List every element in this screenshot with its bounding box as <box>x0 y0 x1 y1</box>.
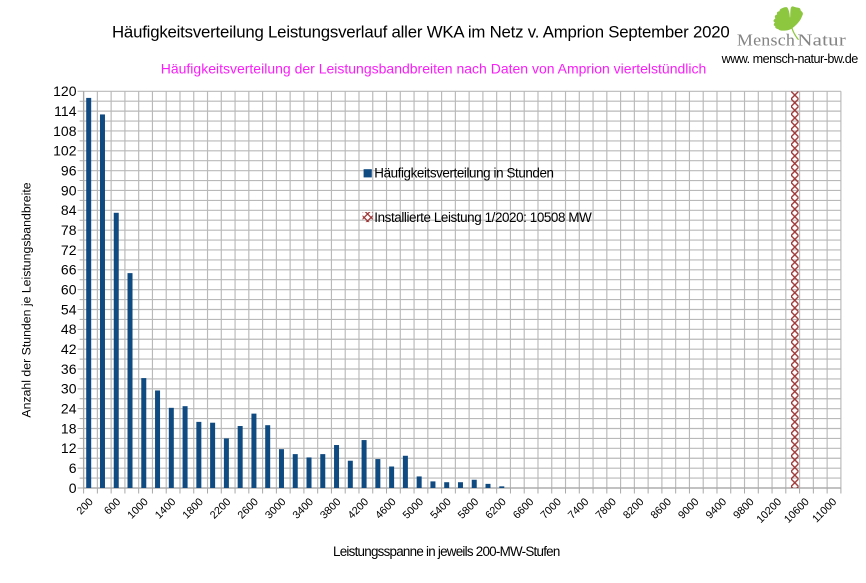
svg-text:54: 54 <box>61 301 77 317</box>
svg-text:72: 72 <box>61 242 77 258</box>
svg-text:Natur: Natur <box>797 32 846 50</box>
svg-text:66: 66 <box>61 262 77 278</box>
svg-text:Häufigkeitsverteilung in Stund: Häufigkeitsverteilung in Stunden <box>374 165 553 180</box>
svg-text:6: 6 <box>69 460 77 476</box>
svg-text:30: 30 <box>61 381 77 397</box>
svg-text:114: 114 <box>54 103 77 119</box>
svg-text:48: 48 <box>61 321 77 337</box>
svg-text:www. mensch-natur-bw.de: www. mensch-natur-bw.de <box>721 52 859 66</box>
svg-text:Mensch: Mensch <box>737 31 795 49</box>
svg-text:84: 84 <box>61 202 77 218</box>
svg-text:Leistungsspanne in jeweils 200: Leistungsspanne in jeweils 200-MW-Stufen <box>333 544 560 559</box>
svg-text:96: 96 <box>61 163 77 179</box>
svg-text:Installierte Leistung 1/2020:: Installierte Leistung 1/2020: 10508 MW <box>374 210 592 225</box>
svg-text:0: 0 <box>69 480 77 496</box>
svg-text:Häufigkeitsverteilung der Leis: Häufigkeitsverteilung der Leistungsbandb… <box>161 60 707 76</box>
svg-text:18: 18 <box>61 420 77 436</box>
svg-text:42: 42 <box>61 341 77 357</box>
svg-text:Häufigkeitsverteilung Leistung: Häufigkeitsverteilung Leistungsverlauf a… <box>112 22 730 41</box>
svg-text:102: 102 <box>53 143 77 159</box>
svg-text:24: 24 <box>61 401 77 417</box>
svg-text:Anzahl der Stunden je Leistung: Anzahl der Stunden je Leistungsbandbreit… <box>20 182 34 417</box>
svg-text:120: 120 <box>53 83 77 99</box>
svg-text:60: 60 <box>61 282 77 298</box>
svg-text:78: 78 <box>61 222 77 238</box>
svg-text:90: 90 <box>61 182 77 198</box>
svg-text:12: 12 <box>61 440 77 456</box>
svg-text:108: 108 <box>53 123 77 139</box>
svg-text:36: 36 <box>61 361 77 377</box>
